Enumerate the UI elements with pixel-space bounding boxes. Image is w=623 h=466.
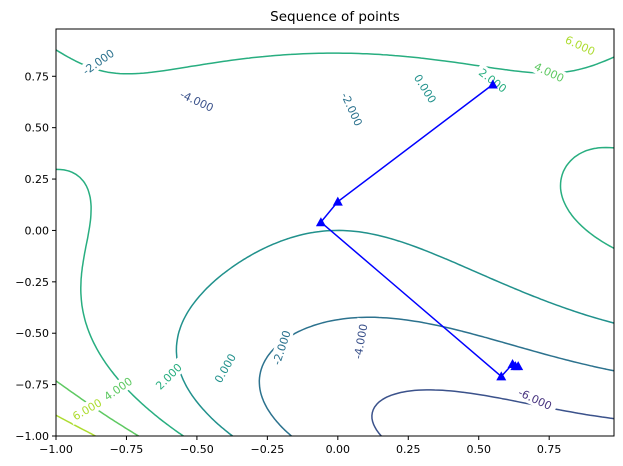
contour-lines <box>56 49 614 436</box>
chart-title: Sequence of points <box>270 9 400 25</box>
x-tick-label: −0.25 <box>251 443 285 456</box>
contour-line <box>258 316 614 436</box>
x-axis: −1.00 −0.75 −0.50 −0.25 0.00 0.25 0.50 0.75 <box>39 436 561 456</box>
y-tick-label: −0.50 <box>15 327 49 340</box>
y-tick-label: 0.50 <box>25 122 50 135</box>
sequence-point <box>513 361 524 371</box>
contour-line <box>175 229 614 436</box>
point-sequence <box>315 79 524 381</box>
y-tick-label: −1.00 <box>15 430 49 443</box>
sequence-point <box>332 196 343 206</box>
x-tick-label: −0.50 <box>180 443 214 456</box>
contour-label: -4.000 <box>349 317 372 366</box>
x-tick-label: −1.00 <box>39 443 73 456</box>
x-tick-label: 0.25 <box>396 443 421 456</box>
contour-line <box>56 49 614 436</box>
x-tick-label: 0.00 <box>326 443 351 456</box>
sequence-point <box>315 217 326 227</box>
x-tick-label: 0.50 <box>466 443 491 456</box>
y-axis: −1.00 −0.75 −0.50 −0.25 0.00 0.25 0.50 0.75 <box>15 70 56 443</box>
y-tick-label: −0.25 <box>15 276 49 289</box>
x-tick-label: 0.75 <box>537 443 562 456</box>
y-tick-label: 0.00 <box>25 224 50 237</box>
plot-frame <box>55 28 615 437</box>
contour-line <box>56 414 97 436</box>
svg-text:-4.000: -4.000 <box>351 323 370 360</box>
x-tick-label: −0.75 <box>110 443 144 456</box>
sequence-point <box>496 371 507 381</box>
y-tick-label: 0.25 <box>25 173 50 186</box>
sequence-point <box>487 79 498 89</box>
y-tick-label: 0.75 <box>25 70 50 83</box>
y-tick-label: −0.75 <box>15 379 49 392</box>
